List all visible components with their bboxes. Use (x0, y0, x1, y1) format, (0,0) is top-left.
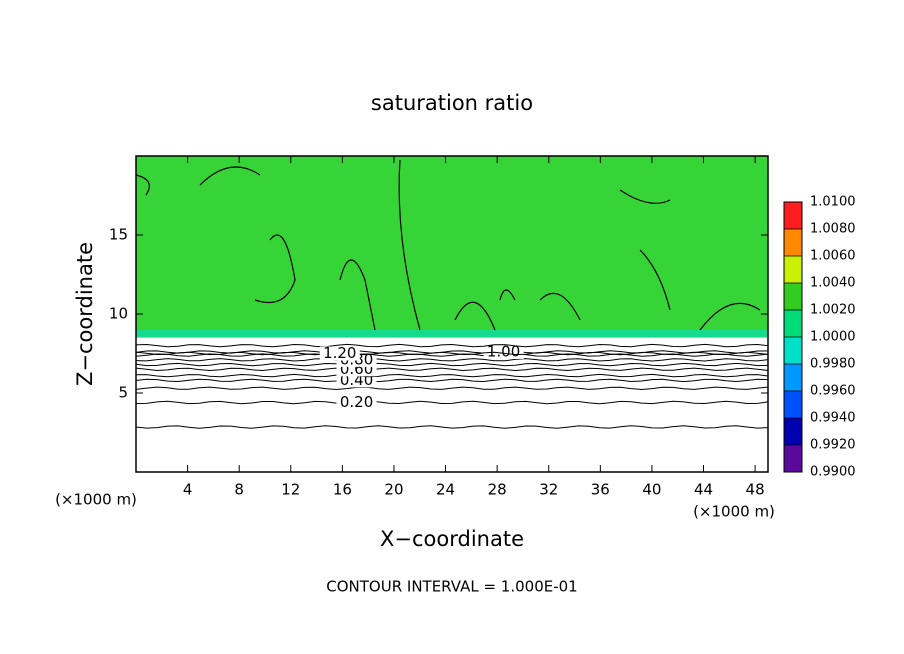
x-tick-label: 20 (384, 481, 403, 499)
colorbar-label: 1.0000 (810, 330, 856, 345)
x-tick-label: 40 (642, 481, 661, 499)
y-axis-label: Z−coordinate (73, 242, 97, 386)
x-tick-label: 44 (694, 481, 713, 499)
field-fringe (136, 329, 768, 338)
contour-label: 1.20 (323, 344, 356, 362)
colorbar-label: 1.0060 (810, 249, 856, 264)
y-tick-label: 15 (109, 226, 128, 244)
chart-title: saturation ratio (371, 91, 533, 115)
footnote: CONTOUR INTERVAL = 1.000E-01 (326, 578, 577, 596)
contour-line (135, 425, 769, 429)
x-tick-label: 12 (281, 481, 300, 499)
colorbar-bin (784, 202, 802, 229)
colorbar-bin (784, 310, 802, 337)
x-tick-label: 4 (183, 481, 193, 499)
colorbar-bin (784, 283, 802, 310)
colorbar-bin (784, 364, 802, 391)
colorbar-frame (783, 201, 803, 473)
colorbar-label: 0.9940 (810, 411, 856, 426)
x-tick-label: 16 (333, 481, 352, 499)
colorbar-label: 1.0020 (810, 303, 856, 318)
colorbar-label: 0.9980 (810, 357, 856, 372)
colorbar-label: 1.0080 (810, 222, 856, 237)
x-tick-label: 48 (746, 481, 765, 499)
x-tick-label: 8 (234, 481, 244, 499)
y-tick-label: 10 (109, 305, 128, 323)
colorbar-label: 0.9960 (810, 384, 856, 399)
colorbar-label: 0.9920 (810, 438, 856, 453)
x-axis-label: X−coordinate (380, 527, 524, 551)
colorbar-label: 0.9900 (810, 465, 856, 480)
contour-line (135, 378, 769, 383)
colorbar-bin (784, 337, 802, 364)
x-unit-label: (×1000 m) (55, 491, 137, 509)
x-tick-label: 28 (488, 481, 507, 499)
contour-line (135, 362, 769, 367)
x-unit-label: (×1000 m) (693, 503, 775, 521)
y-tick-label: 5 (118, 384, 128, 402)
colorbar-bin (784, 418, 802, 445)
colorbar-bin (784, 445, 802, 472)
contour-line (135, 367, 769, 372)
colorbar-label: 1.0100 (810, 195, 856, 210)
contour-label: 0.20 (340, 393, 373, 411)
contour-line (135, 358, 769, 362)
colorbar-bin (784, 391, 802, 418)
colorbar-bin (784, 229, 802, 256)
contour-label-bg (319, 346, 360, 361)
colorbar-bin (784, 256, 802, 283)
colorbar-label: 1.0040 (810, 276, 856, 291)
contour-label-bg (336, 395, 377, 410)
x-tick-label: 36 (591, 481, 610, 499)
contour-line (135, 386, 769, 391)
contour-line (135, 159, 761, 331)
contour-line (135, 400, 769, 405)
contour-label-bg (483, 344, 524, 359)
contour-label: 1.00 (487, 342, 520, 360)
contour-line (135, 351, 769, 356)
x-tick-label: 32 (539, 481, 558, 499)
x-tick-label: 24 (436, 481, 455, 499)
contour-line (135, 373, 769, 378)
contour-line (135, 343, 769, 348)
stable-layer (136, 337, 768, 472)
